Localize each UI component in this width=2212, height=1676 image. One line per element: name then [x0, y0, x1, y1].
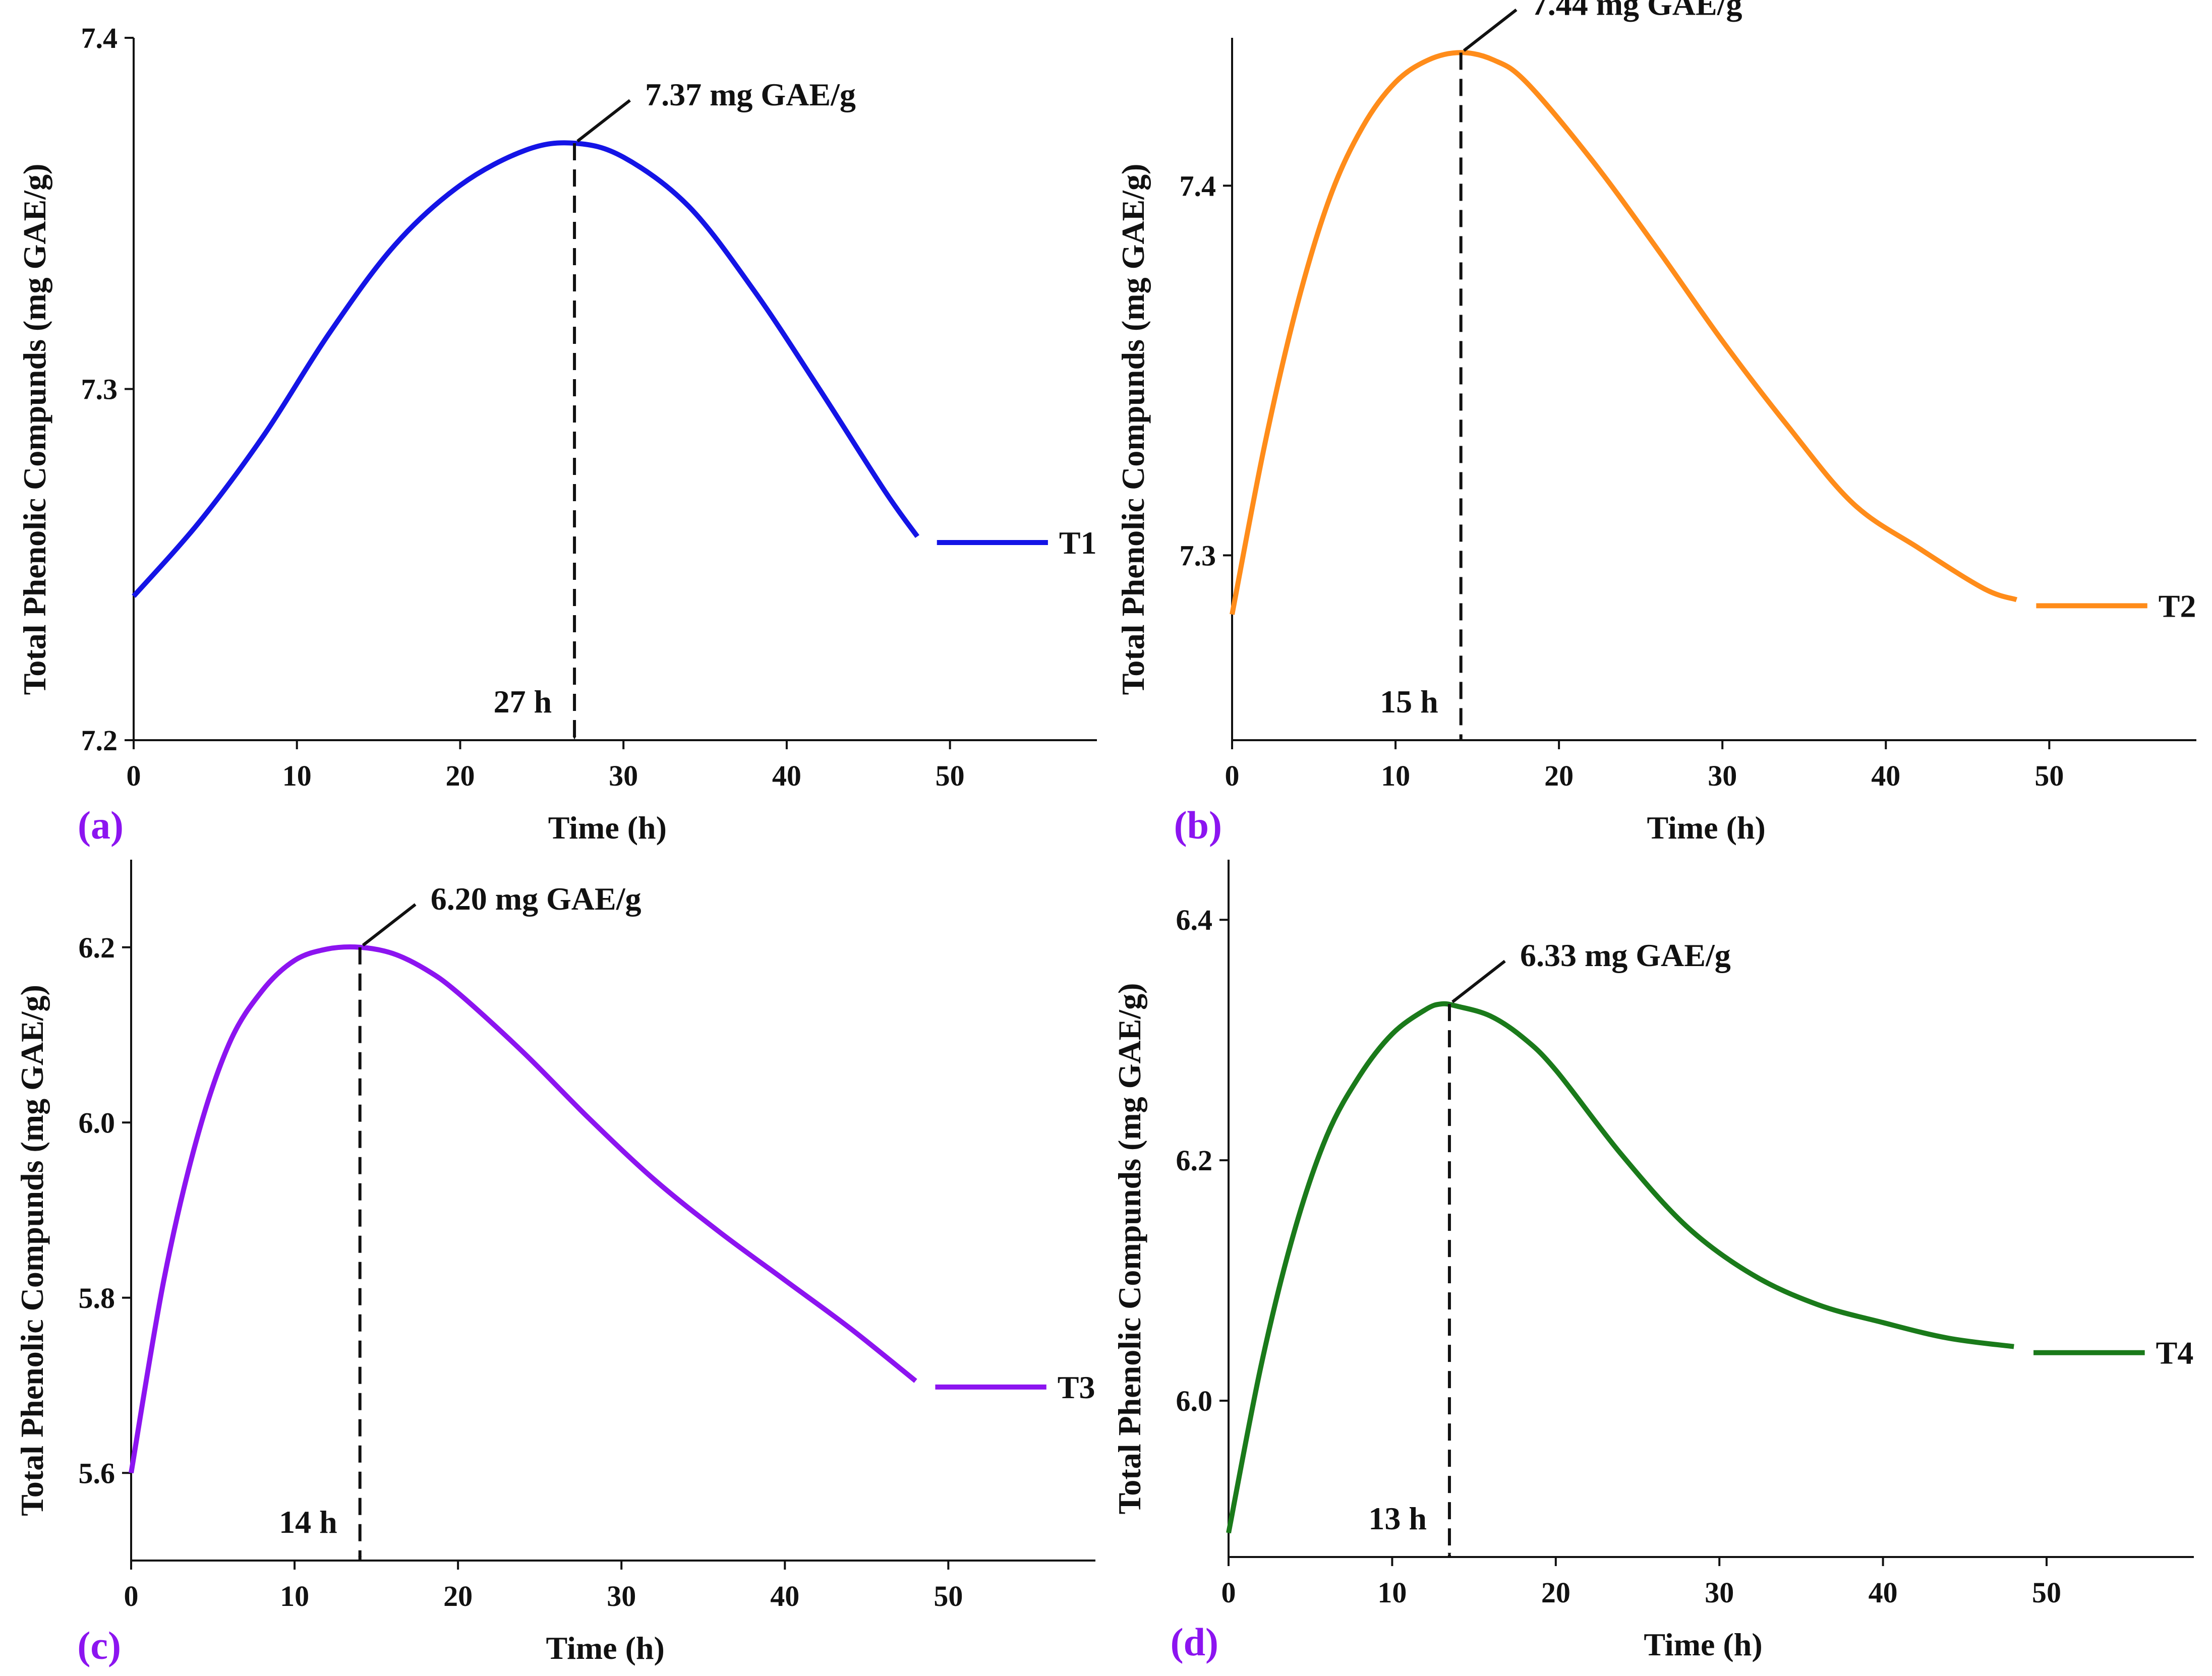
x-tick-label: 40: [772, 759, 801, 792]
peak-arrow: [1451, 960, 1506, 1003]
y-tick-label: 6.0: [1176, 1385, 1213, 1417]
x-tick-label: 50: [934, 1580, 963, 1612]
x-tick-label: 50: [2032, 1576, 2061, 1609]
panel-d: 0 10 20 30 40 50 6.0 6.2 6.4 Time (h) Total Phenol…: [1112, 860, 2194, 1664]
peak-time-label: 27 h: [493, 684, 552, 720]
y-axis-title: Total Phenolic Compunds (mg GAE/g): [17, 164, 52, 695]
panel-letter: (a): [78, 803, 124, 847]
y-tick-label: 7.3: [1180, 539, 1216, 572]
series-line-t4: [1226, 1001, 2014, 1534]
x-tick-label: 10: [282, 759, 312, 792]
peak-time-label: 14 h: [279, 1504, 337, 1540]
x-axis-title: Time (h): [548, 810, 667, 846]
peak-arrow: [1463, 8, 1518, 52]
y-tick-label: 5.6: [79, 1457, 115, 1489]
panel-letter: (c): [77, 1624, 121, 1667]
x-tick-label: 30: [609, 759, 638, 792]
x-tick-label: 0: [1221, 1576, 1236, 1609]
x-tick-label: 40: [770, 1580, 799, 1612]
peak-time-label: 13 h: [1368, 1501, 1427, 1536]
x-tick-label: 30: [1708, 759, 1737, 792]
x-tick-label: 40: [1871, 759, 1900, 792]
x-tick-label: 10: [1381, 759, 1410, 792]
panel-letter: (d): [1171, 1620, 1218, 1664]
y-tick-label: 6.4: [1176, 904, 1213, 936]
legend-label: T1: [1059, 525, 1097, 561]
x-tick-label: 20: [1544, 759, 1574, 792]
x-tick-label: 50: [2034, 759, 2064, 792]
y-tick-label: 6.2: [1176, 1144, 1213, 1177]
x-tick-label: 0: [124, 1580, 139, 1612]
x-tick-label: 30: [607, 1580, 636, 1612]
panel-a: 0 10 20 30 40 50 7.2 7.3 7.4 Time (h) Total Phenol…: [17, 22, 1097, 847]
peak-value-label: 6.33 mg GAE/g: [1520, 937, 1731, 973]
x-tick-label: 10: [280, 1580, 309, 1612]
y-tick-label: 7.2: [81, 724, 118, 757]
y-tick-label: 5.8: [79, 1282, 115, 1314]
peak-arrow: [362, 903, 417, 947]
x-tick-label: 0: [127, 759, 141, 792]
y-tick-label: 6.2: [79, 931, 115, 964]
x-tick-label: 20: [443, 1580, 473, 1612]
y-axis-title: Total Phenolic Compunds (mg GAE/g): [1115, 164, 1151, 695]
panel-letter: (b): [1174, 803, 1222, 847]
y-axis-title: Total Phenolic Compunds (mg GAE/g): [1112, 983, 1147, 1515]
y-axis-title: Total Phenolic Compunds (mg GAE/g): [14, 985, 50, 1516]
panel-b: 0 10 20 30 40 50 7.3 7.4 Time (h) Total Phenolic …: [1115, 0, 2196, 847]
legend-label: T2: [2159, 588, 2196, 624]
peak-value-label: 7.44 mg GAE/g: [1532, 0, 1742, 22]
y-tick-label: 7.4: [1180, 169, 1216, 202]
x-tick-label: 0: [1225, 759, 1240, 792]
y-tick-label: 6.0: [79, 1106, 115, 1139]
legend-label: T4: [2156, 1335, 2194, 1371]
peak-time-label: 15 h: [1380, 684, 1438, 720]
x-axis-title: Time (h): [1647, 810, 1766, 846]
x-tick-label: 20: [1541, 1576, 1570, 1609]
x-tick-label: 50: [936, 759, 965, 792]
peak-value-label: 7.37 mg GAE/g: [645, 77, 856, 112]
y-tick-label: 7.3: [81, 373, 118, 406]
x-tick-label: 20: [445, 759, 475, 792]
x-axis-title: Time (h): [1644, 1627, 1762, 1662]
series-line-t1: [132, 140, 919, 598]
peak-arrow: [576, 99, 631, 143]
x-tick-label: 10: [1377, 1576, 1407, 1609]
y-tick-label: 7.4: [81, 22, 118, 54]
series-line-t2: [1230, 50, 2018, 615]
peak-value-label: 6.20 mg GAE/g: [431, 881, 642, 917]
x-tick-label: 30: [1705, 1576, 1734, 1609]
legend-label: T3: [1058, 1369, 1095, 1405]
x-axis-title: Time (h): [546, 1630, 665, 1666]
series-line-t3: [129, 944, 917, 1474]
x-tick-label: 40: [1869, 1576, 1898, 1609]
panel-c: 0 10 20 30 40 50 5.6 5.8 6.0 6.2 Time (h) Total Phe…: [14, 860, 1095, 1667]
